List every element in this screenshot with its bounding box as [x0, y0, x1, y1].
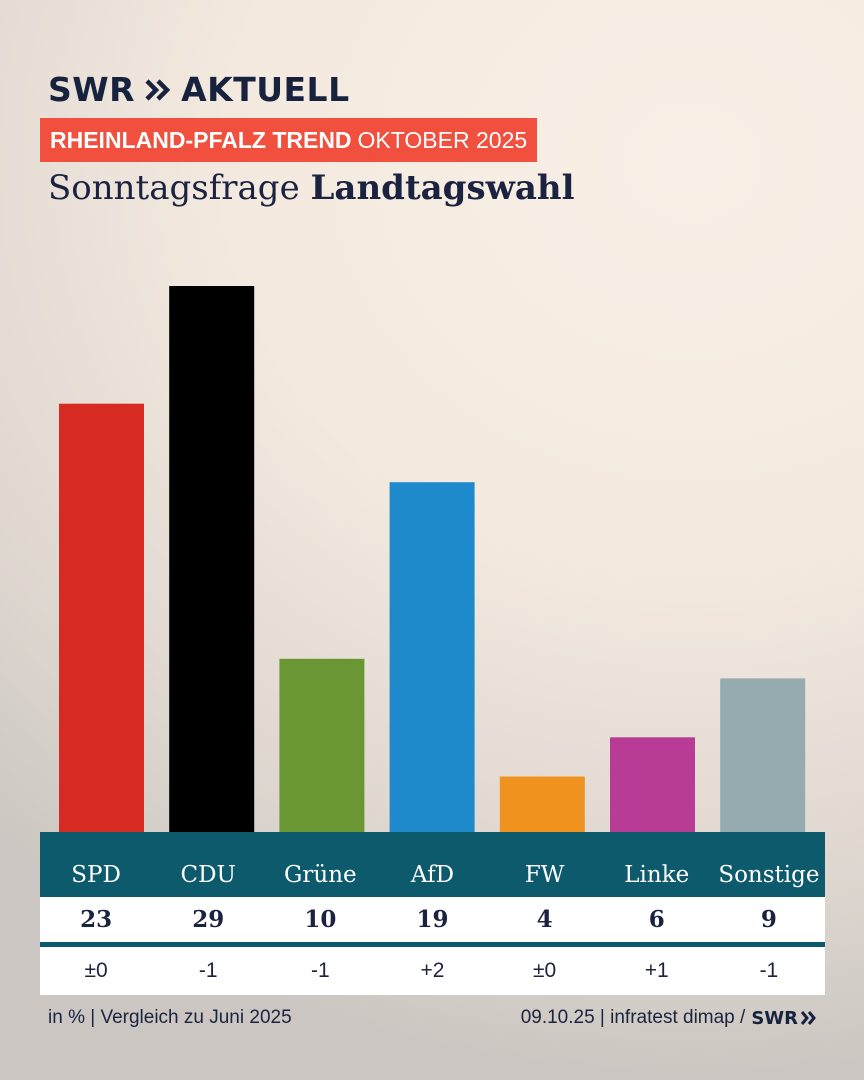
swr-aktuell-logo: SWR AKTUELL	[48, 70, 350, 109]
party-changes-row: ±0 -1 -1 +2 ±0 +1 -1	[40, 947, 825, 995]
party-value-fw: 4	[536, 906, 553, 933]
party-change-linke: +1	[644, 959, 669, 982]
tag-date-text: OKTOBER 2025	[357, 126, 528, 153]
party-change-afd: +2	[420, 959, 445, 982]
party-label-spd: SPD	[71, 861, 121, 888]
bar-grüne	[279, 658, 365, 855]
party-change-grüne: -1	[311, 959, 330, 982]
party-label-grüne: Grüne	[284, 861, 357, 888]
tag-bold-text: RHEINLAND-PFALZ TREND	[50, 126, 352, 153]
chevron-double-icon	[145, 78, 171, 102]
trend-tag: RHEINLAND-PFALZ TREND OKTOBER 2025	[40, 118, 538, 162]
party-value-linke: 6	[648, 906, 665, 933]
party-value-grüne: 10	[304, 906, 337, 933]
bar-baseline	[40, 832, 825, 842]
party-change-fw: ±0	[533, 959, 557, 982]
bar-spd	[59, 403, 144, 855]
party-value-sonstige: 9	[760, 906, 777, 933]
swr-mini-logo: SWR	[751, 1008, 818, 1029]
footer-source: 09.10.25 | infratest dimap / SWR	[521, 1007, 818, 1029]
results-table: SPD CDU Grüne AfD FW Linke Sonstige 23 29 10 19 4 6…	[40, 842, 825, 995]
party-label-sonstige: Sonstige	[718, 861, 820, 888]
party-change-sonstige: -1	[759, 959, 779, 982]
party-label-cdu: CDU	[180, 861, 236, 888]
party-label-linke: Linke	[624, 861, 690, 888]
party-change-cdu: -1	[198, 959, 218, 982]
party-names-row: SPD CDU Grüne AfD FW Linke Sonstige	[40, 842, 825, 897]
logo-aktuell-text: AKTUELL	[181, 70, 350, 109]
party-label-afd: AfD	[410, 861, 455, 888]
footer-source-text: 09.10.25 | infratest dimap /	[520, 1007, 746, 1028]
party-value-cdu: 29	[192, 906, 225, 933]
title-regular: Sonntagsfrage	[48, 168, 300, 208]
bar-cdu	[169, 286, 255, 855]
footer-note: in % | Vergleich zu Juni 2025	[48, 1007, 292, 1028]
mini-chevron-icon	[800, 1011, 816, 1025]
party-value-spd: 23	[80, 906, 113, 933]
mini-logo-text: SWR	[751, 1007, 798, 1029]
chart-title: Sonntagsfrage Landtagswahl	[48, 168, 575, 208]
party-values-row: 23 29 10 19 4 6 9	[40, 897, 825, 947]
bar-sonstige	[720, 678, 806, 855]
bar-chart	[40, 286, 825, 855]
title-bold: Landtagswahl	[310, 168, 575, 208]
party-change-spd: ±0	[84, 959, 108, 982]
bar-afd	[389, 482, 475, 855]
party-label-fw: FW	[524, 861, 565, 888]
logo-swr-text: SWR	[48, 70, 136, 109]
party-value-afd: 19	[416, 906, 449, 933]
